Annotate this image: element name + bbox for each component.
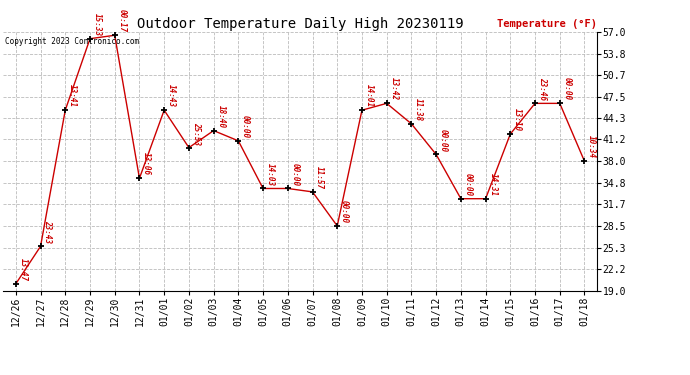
Text: 10:34: 10:34 xyxy=(587,135,596,159)
Text: 23:46: 23:46 xyxy=(538,78,546,101)
Text: 18:40: 18:40 xyxy=(217,105,226,128)
Text: 00:00: 00:00 xyxy=(562,78,571,101)
Text: 13:47: 13:47 xyxy=(19,258,28,281)
Text: 14:31: 14:31 xyxy=(489,173,497,196)
Text: 11:57: 11:57 xyxy=(315,166,324,189)
Text: Temperature (°F): Temperature (°F) xyxy=(497,19,597,29)
Text: Copyright 2023 Contronico.com: Copyright 2023 Contronico.com xyxy=(5,37,139,46)
Text: 00:00: 00:00 xyxy=(464,173,473,196)
Text: 23:43: 23:43 xyxy=(43,220,52,244)
Text: 11:38: 11:38 xyxy=(414,98,423,121)
Title: Outdoor Temperature Daily High 20230119: Outdoor Temperature Daily High 20230119 xyxy=(137,17,464,31)
Text: 00:17: 00:17 xyxy=(117,9,126,33)
Text: 00:00: 00:00 xyxy=(340,200,349,223)
Text: 00:00: 00:00 xyxy=(439,129,448,152)
Text: 14:01: 14:01 xyxy=(365,84,374,107)
Text: 14:43: 14:43 xyxy=(167,84,176,107)
Text: 13:10: 13:10 xyxy=(513,108,522,131)
Text: 13:06: 13:06 xyxy=(142,152,151,176)
Text: 13:42: 13:42 xyxy=(389,78,398,101)
Text: 13:41: 13:41 xyxy=(68,84,77,107)
Text: 14:03: 14:03 xyxy=(266,163,275,186)
Text: 00:00: 00:00 xyxy=(290,163,299,186)
Text: 00:00: 00:00 xyxy=(241,115,250,138)
Text: 25:53: 25:53 xyxy=(192,122,201,145)
Text: 15:33: 15:33 xyxy=(92,13,101,36)
